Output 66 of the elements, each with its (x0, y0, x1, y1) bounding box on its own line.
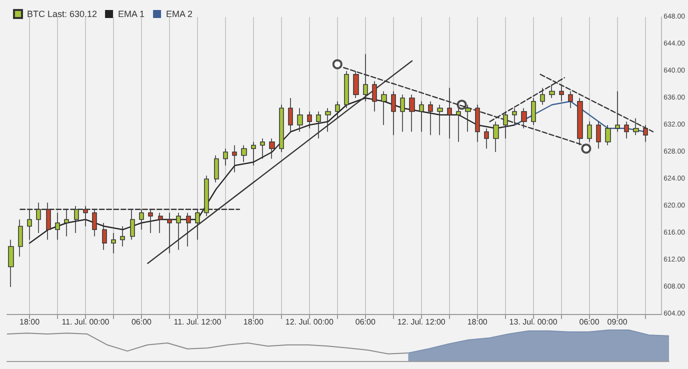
candlestick (335, 100, 340, 119)
candlestick (186, 212, 191, 247)
candlestick (232, 144, 237, 173)
point (581, 144, 592, 154)
x-tick-label: 18:00 (20, 318, 40, 326)
candlestick (307, 111, 312, 129)
candlestick (288, 98, 293, 132)
x-tick-label: 12. Jul. 00:00 (285, 318, 334, 326)
candlestick (325, 108, 331, 132)
candlestick (400, 94, 405, 132)
point (332, 59, 342, 70)
candlestick (251, 141, 256, 166)
candlestick (167, 212, 172, 254)
candlestick (605, 124, 611, 146)
candlestick (493, 121, 499, 152)
candlestick (391, 90, 396, 136)
candlestick (316, 111, 321, 139)
candlestick (381, 90, 387, 126)
candlestick (297, 108, 303, 132)
candlestick (372, 80, 377, 112)
candlestick (55, 212, 60, 240)
x-tick-label: 12. Jul. 12:00 (397, 318, 446, 326)
candlestick (447, 87, 452, 139)
candlestick (269, 138, 275, 160)
candlestick (120, 226, 125, 247)
x-tick-label: 09:00 (607, 318, 628, 326)
candlestick (176, 212, 181, 250)
candlestick (419, 100, 424, 132)
candlestick (437, 104, 443, 136)
x-tick-label: 11. Jul. 12:00 (174, 318, 222, 326)
x-tick-label: 06:00 (579, 318, 600, 326)
candlestick (353, 70, 359, 98)
x-tick-label: 06:00 (131, 318, 152, 326)
legend-label: EMA 1 (118, 9, 145, 19)
x-tick-label: 18:00 (243, 318, 264, 326)
candlestick (260, 138, 265, 160)
candlestick (521, 108, 527, 129)
candlestick (465, 104, 471, 132)
x-tick-label: 13. Jul. 00:00 (509, 318, 558, 326)
candlestick (158, 212, 163, 234)
candlestick (540, 87, 545, 106)
candlestick (409, 94, 415, 132)
x-tick-label: 06:00 (355, 318, 376, 326)
candlestick (8, 239, 14, 288)
candlestick (549, 84, 555, 98)
candlestick (568, 90, 573, 109)
candlestick (214, 154, 219, 183)
candlestick (279, 104, 284, 152)
candlestick (456, 108, 461, 142)
x-tick-label: 18:00 (467, 318, 488, 326)
candlestick (223, 148, 228, 166)
candlestick (102, 222, 107, 250)
candlestick (596, 121, 601, 150)
candlestick (559, 84, 564, 102)
x-tick-label: 11. Jul. 00:00 (62, 318, 110, 326)
candlestick (241, 144, 247, 163)
candlestick (18, 219, 23, 258)
candlestick (475, 104, 480, 142)
candlestick (111, 232, 116, 254)
candlestick (428, 100, 433, 136)
legend-label: BTC Last: 630.12 (27, 9, 98, 19)
legend-label: EMA 2 (166, 9, 193, 19)
line-series (514, 100, 646, 132)
candlestick (484, 128, 489, 150)
candlestick (624, 121, 629, 139)
candlestick (587, 121, 592, 142)
